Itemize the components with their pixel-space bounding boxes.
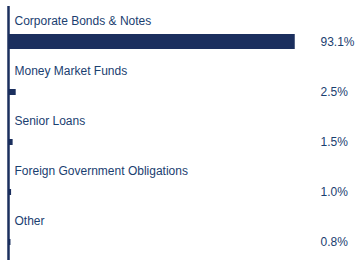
svg-text:2.5%: 2.5% [321,85,349,99]
svg-text:Other: Other [15,214,45,228]
svg-text:1.5%: 1.5% [321,135,349,149]
svg-text:93.1%: 93.1% [321,35,355,49]
svg-text:1.0%: 1.0% [321,185,349,199]
svg-text:Money Market Funds: Money Market Funds [15,64,128,78]
svg-text:0.8%: 0.8% [321,235,349,249]
svg-text:Corporate Bonds & Notes: Corporate Bonds & Notes [15,14,152,28]
svg-text:Foreign Government Obligations: Foreign Government Obligations [15,164,188,178]
svg-text:Senior Loans: Senior Loans [15,114,86,128]
